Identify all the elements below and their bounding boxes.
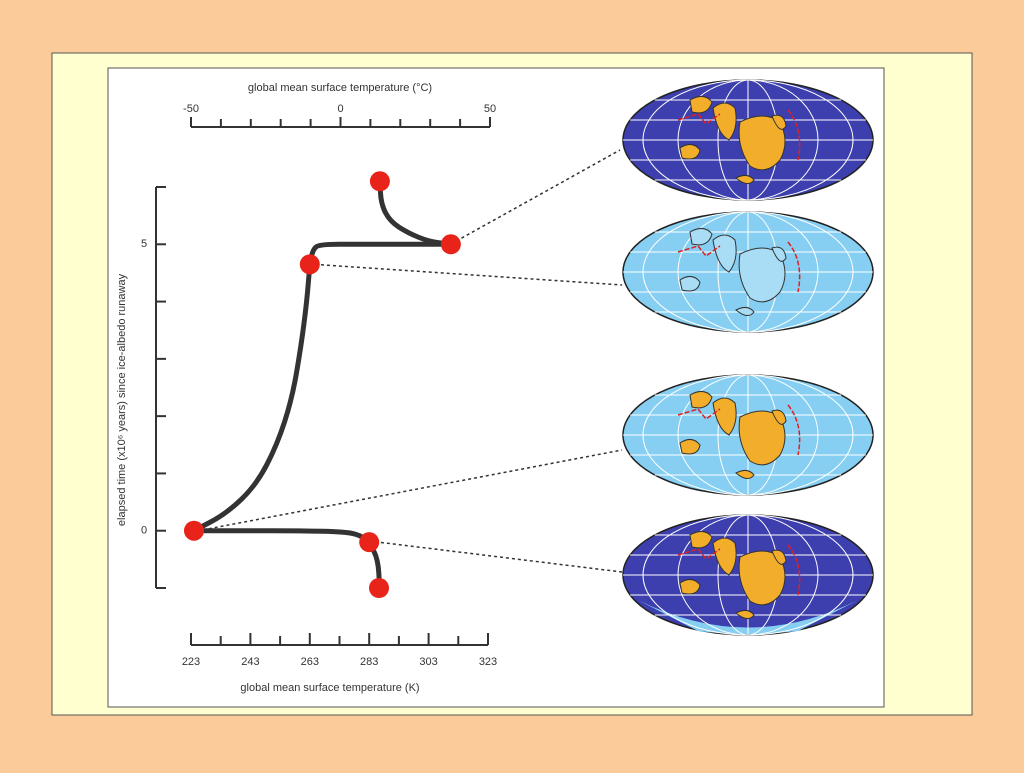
continent [771,114,787,130]
point [369,578,390,598]
curve [191,241,454,534]
continent [735,174,755,184]
connector [450,149,621,245]
continent [771,246,787,262]
continent [712,234,737,273]
continent [712,102,737,141]
plate-boundary [677,544,801,596]
bottom-axis-label: global mean surface temperature (K) [240,682,419,694]
connector [308,263,623,286]
continent [679,579,701,595]
continent [689,96,713,114]
y-axis-label: elapsed time (x10⁶ years) since ice-albe… [116,273,128,526]
continent [735,469,755,479]
continent [738,550,786,606]
globe-ice [638,600,858,634]
x2-tick-label: 0 [337,103,343,115]
continent [712,397,737,436]
plate-boundary [677,241,801,293]
top-axis-label: global mean surface temperature (°C) [248,82,432,94]
x2-tick-label: -50 [183,103,199,115]
continent [689,391,713,409]
continent [771,549,787,565]
x-tick-label: 263 [301,656,319,668]
connector [368,540,623,573]
x-tick-label: 223 [182,656,200,668]
x-tick-label: 283 [360,656,378,668]
continent [689,228,713,246]
connector [196,449,623,532]
continent [679,439,701,455]
curve [377,178,454,247]
continent [735,306,755,316]
y-tick-label: 0 [141,525,147,537]
plate-boundary [677,109,801,161]
point [359,532,380,553]
continent [679,276,701,292]
continent [712,537,737,576]
continent [735,609,755,619]
continent [738,247,786,303]
continent [738,115,786,171]
continent [771,409,787,425]
x-tick-label: 323 [479,656,497,668]
continent [679,144,701,160]
continent [738,410,786,466]
point [299,254,320,275]
y-tick-label: 5 [141,238,147,250]
point [369,171,390,192]
x2-tick-label: 50 [484,103,496,115]
plate-boundary [677,404,801,456]
point [183,520,204,541]
globes [622,79,874,636]
continent [689,531,713,549]
x-tick-label: 243 [241,656,259,668]
point [440,234,461,255]
x-tick-label: 303 [419,656,437,668]
